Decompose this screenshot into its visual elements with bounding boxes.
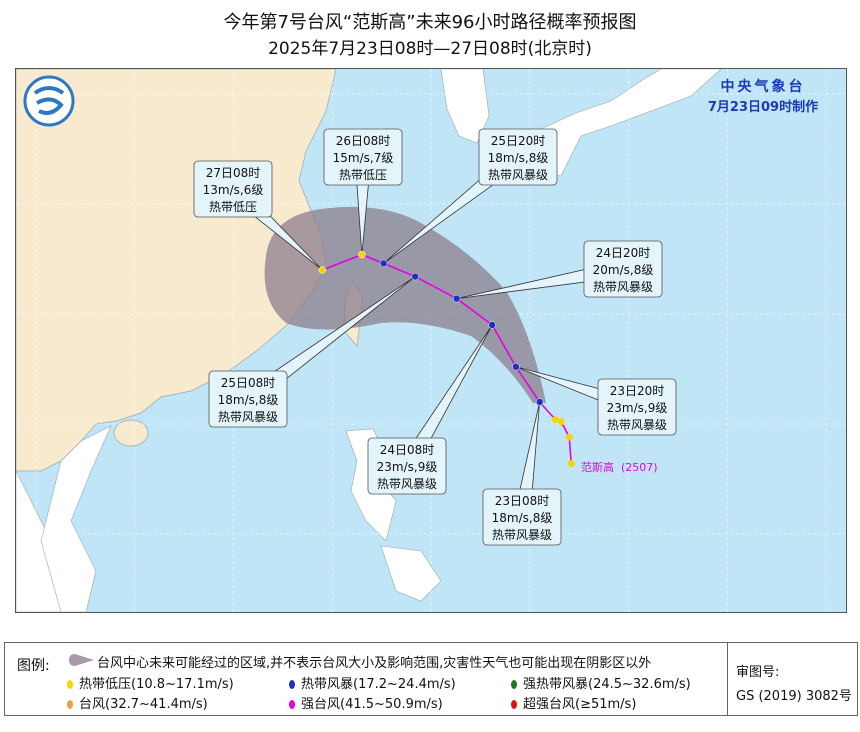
approval-box: 审图号: GS (2019) 3082号 <box>727 643 858 715</box>
callout-wind: 18m/s,8级 <box>488 151 549 165</box>
forecast-point[interactable] <box>535 398 544 406</box>
land-hainan <box>113 419 149 447</box>
callout-time: 26日08时 <box>336 134 391 148</box>
map-subtitle: 2025年7月23日08时—27日08时(北京时) <box>268 39 592 59</box>
agency-name: 中央气象台 <box>721 78 806 95</box>
forecast-point[interactable] <box>379 259 388 268</box>
typhoon-code: (2507) <box>621 461 658 474</box>
cone-legend-icon <box>69 654 94 666</box>
callout-level: 热带风暴级 <box>492 528 552 542</box>
callout-time: 24日20时 <box>596 246 651 260</box>
legend-item: 热带风暴(17.2~24.4m/s) <box>289 673 456 692</box>
forecast-point[interactable] <box>488 321 496 329</box>
map-frame: 23日08时 18m/s,8级 热带风暴级 23日20时 23m/s,9级 热带风暴级 24… <box>15 68 857 624</box>
callout-level: 热带低压 <box>339 168 387 182</box>
legend-item-label: 热带风暴(17.2~24.4m/s) <box>301 677 456 692</box>
callout-time: 25日20时 <box>491 134 546 148</box>
legend-item-label: 台风(32.7~41.4m/s) <box>79 697 208 712</box>
callout-wind: 23m/s,9级 <box>607 401 668 415</box>
typhoon-name: 范斯高 <box>581 460 614 474</box>
issue-time: 7月23日09时制作 <box>708 99 818 115</box>
cma-logo-icon <box>23 75 75 127</box>
typhoon-symbol-icon <box>67 680 73 689</box>
typhoon-symbol-icon <box>67 700 73 709</box>
cone-description: 台风中心未来可能经过的区域,并不表示台风大小及影响范围,灾害性天气也可能出现在阴… <box>97 656 652 671</box>
callout-time: 23日08时 <box>495 494 550 508</box>
forecast-point[interactable] <box>452 294 461 303</box>
past-track-point <box>557 418 565 426</box>
legend-item-label: 超强台风(≥51m/s) <box>523 697 637 712</box>
callout-time: 23日20时 <box>610 384 665 398</box>
callout-level: 热带风暴级 <box>488 168 548 182</box>
land-korea <box>440 68 490 144</box>
map-canvas: 23日08时18m/s,8级热带风暴级23日20时23m/s,9级热带风暴级24… <box>15 68 857 624</box>
probability-cone <box>264 206 546 403</box>
graticule <box>16 69 846 612</box>
legend-item: 台风(32.7~41.4m/s) <box>67 693 208 712</box>
callout-level: 热带低压 <box>209 200 257 214</box>
callout-box <box>482 488 562 546</box>
callout-level: 热带风暴级 <box>218 410 278 424</box>
map-title: 今年第7号台风“范斯高”未来96小时路径概率预报图 <box>223 12 637 33</box>
approval-number: GS (2019) 3082号 <box>736 689 852 704</box>
past-track-point <box>551 416 559 424</box>
legend-item-label: 强台风(41.5~50.9m/s) <box>301 697 443 712</box>
callout-wind: 18m/s,8级 <box>492 511 553 525</box>
callout-time: 27日08时 <box>206 166 261 180</box>
forecast-point[interactable] <box>512 363 520 371</box>
forecast-callouts: 23日08时18m/s,8级热带风暴级23日20时23m/s,9级热带风暴级24… <box>193 128 677 546</box>
callout-box <box>323 128 403 186</box>
legend-item: 强台风(41.5~50.9m/s) <box>289 693 443 712</box>
legend-item: 强热带风暴(24.5~32.6m/s) <box>511 673 691 692</box>
callout-box <box>583 240 663 298</box>
legend-item: 超强台风(≥51m/s) <box>511 693 636 712</box>
track-points <box>318 250 575 468</box>
callout-box <box>597 378 677 436</box>
callout-wind: 23m/s,9级 <box>377 460 438 474</box>
callout-wind: 15m/s,7级 <box>333 151 394 165</box>
legend-item-label: 强热带风暴(24.5~32.6m/s) <box>523 677 691 692</box>
past-track-point <box>567 460 575 468</box>
legend-item-label: 热带低压(10.8~17.1m/s) <box>79 677 234 692</box>
callout-box <box>367 437 447 495</box>
forecast-point[interactable] <box>411 272 419 281</box>
forecast-point[interactable] <box>358 250 366 259</box>
callout-level: 热带风暴级 <box>377 477 437 491</box>
land-japan <box>520 68 722 177</box>
callout-box <box>208 370 288 428</box>
forecast-point[interactable] <box>318 266 327 274</box>
callout-box <box>478 128 558 186</box>
callout-wind: 13m/s,6级 <box>203 183 264 197</box>
typhoon-symbol-icon <box>511 700 517 709</box>
past-track-point <box>565 433 573 441</box>
typhoon-symbol-icon <box>289 700 295 709</box>
callout-level: 热带风暴级 <box>593 280 653 294</box>
callout-time: 24日08时 <box>380 443 435 457</box>
callout-time: 25日08时 <box>221 376 276 390</box>
legend-item: 热带低压(10.8~17.1m/s) <box>67 673 234 692</box>
land-indochina <box>40 425 112 613</box>
callout-box <box>193 160 273 218</box>
typhoon-symbol-icon <box>289 680 295 689</box>
callout-wind: 18m/s,8级 <box>218 393 279 407</box>
approval-label: 审图号: <box>736 665 780 680</box>
legend-label: 图例: <box>17 658 50 674</box>
callout-level: 热带风暴级 <box>607 418 667 432</box>
legend: 图例: 台风中心未来可能经过的区域,并不表示台风大小及影响范围,灾害性天气也可能… <box>4 642 858 716</box>
typhoon-symbol-icon <box>511 680 517 689</box>
callout-wind: 20m/s,8级 <box>593 263 654 277</box>
